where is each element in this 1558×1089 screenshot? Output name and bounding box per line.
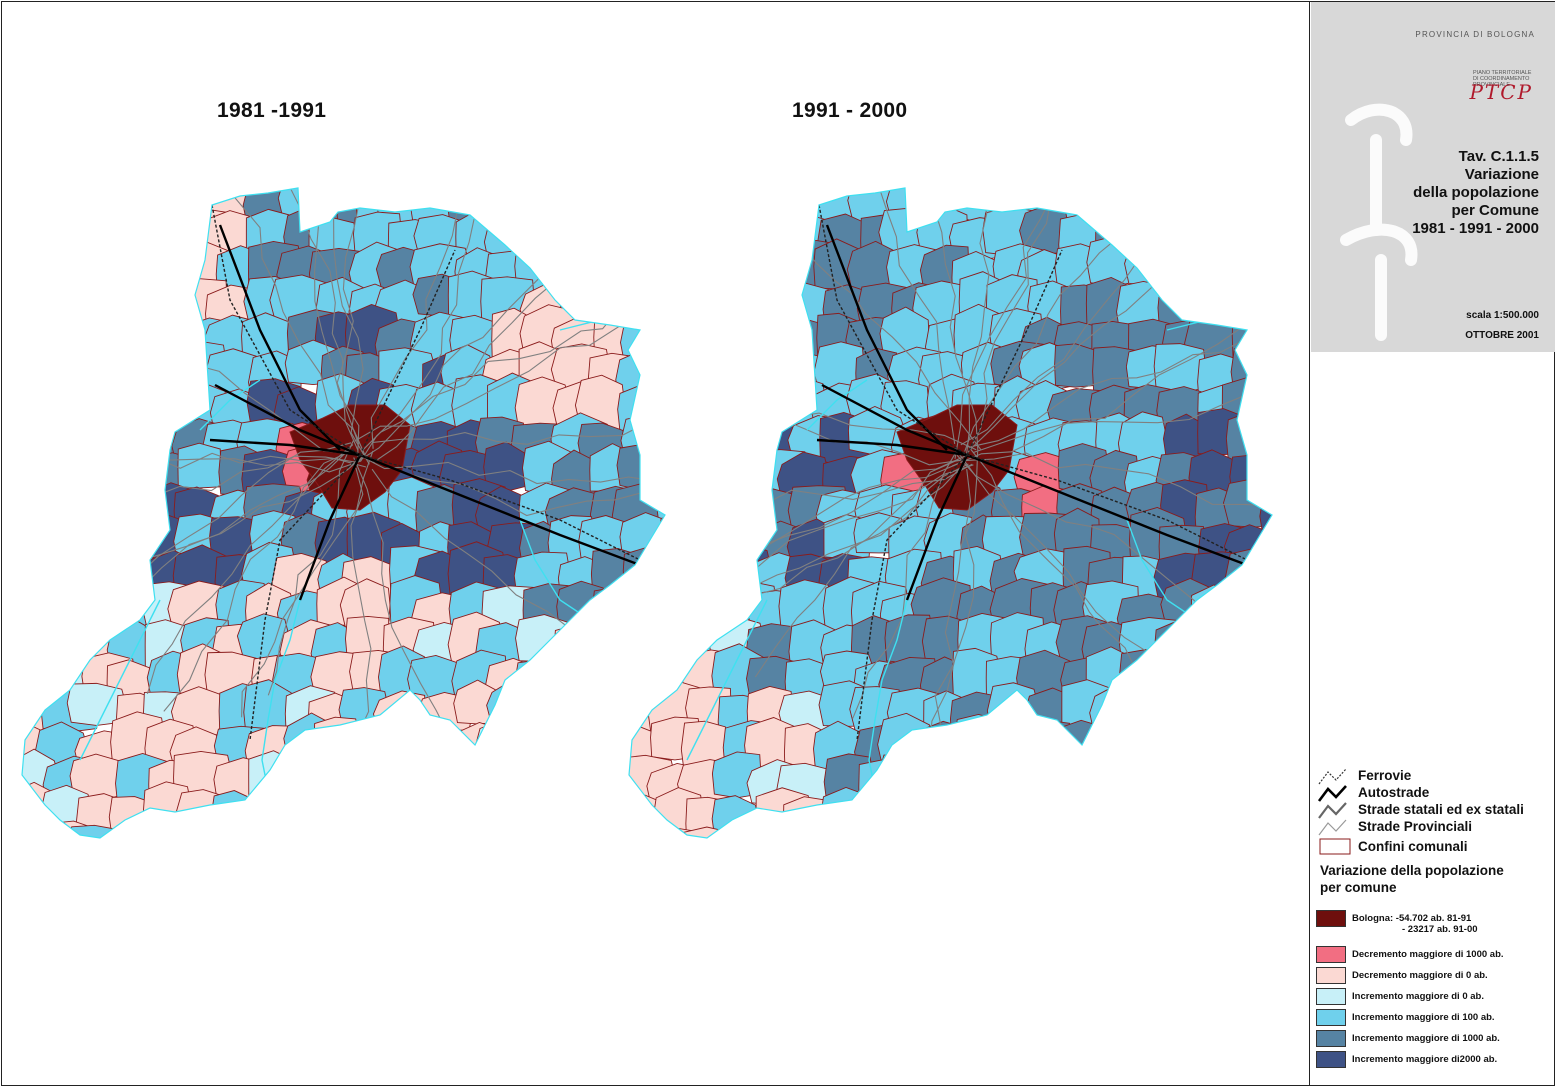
sheet-title-years: 1981 - 1991 - 2000 [1412, 220, 1539, 237]
sheet-title-line-2: della popolazione [1413, 184, 1539, 201]
plan-line-3: PROVINCIALE [1473, 82, 1510, 88]
sheet-title-line-3: per Comune [1451, 202, 1539, 219]
plan-line-1: PIANO TERRITORIALE [1473, 70, 1532, 76]
map-date: OTTOBRE 2001 [1465, 330, 1539, 341]
maps-canvas [1, 135, 1309, 891]
provincial-road-icon [1318, 819, 1347, 836]
title-block: PROVINCIA DI BOLOGNA PIANO TERRITORIALE … [1311, 2, 1555, 352]
class-swatch [1316, 910, 1346, 927]
plan-line-2: DI COORDINAMENTO [1473, 76, 1530, 82]
state-road-icon [1318, 802, 1347, 819]
railway-icon [1318, 768, 1347, 785]
legend-class-decrease-1000: Decremento maggiore di 1000 ab. [1316, 946, 1556, 966]
class-label: Decremento maggiore di 0 ab. [1352, 970, 1488, 981]
legend-motorway-label: Autostrade [1358, 785, 1430, 800]
province-name: PROVINCIA DI BOLOGNA [1415, 30, 1535, 39]
legend-motorway: Autostrade [1316, 783, 1556, 803]
legend-railway: Ferrovie [1316, 766, 1556, 786]
class-swatch [1316, 988, 1346, 1005]
motorway-icon [1317, 785, 1347, 802]
legend-boundary-label: Confini comunali [1358, 839, 1468, 854]
map-title-1991-2000: 1991 - 2000 [792, 99, 908, 122]
class-label-line-1: Bologna: -54.702 ab. 81-91 [1352, 913, 1472, 924]
sheet-title: Tav. C.1.1.5 Variazione della popolazion… [1412, 148, 1539, 238]
legend-class-increase-1000: Incremento maggiore di 1000 ab. [1316, 1030, 1556, 1050]
legend-class-increase-100: Incremento maggiore di 100 ab. [1316, 1009, 1556, 1029]
legend-heading-line-2: per comune [1320, 880, 1397, 895]
ptcp-watermark-logo [1340, 103, 1418, 341]
class-label: Bologna: -54.702 ab. 81-91 - 23217 ab. 9… [1352, 913, 1478, 935]
legend-provincial-road-label: Strade Provinciali [1358, 819, 1473, 834]
class-swatch [1316, 1051, 1346, 1068]
class-swatch [1316, 946, 1346, 963]
legend-heading-line-1: Variazione della popolazione [1320, 863, 1504, 878]
legend-provincial-road: Strade Provinciali [1316, 817, 1556, 837]
class-label: Decremento maggiore di 1000 ab. [1352, 949, 1504, 960]
class-label: Incremento maggiore di 0 ab. [1352, 991, 1484, 1002]
legend-heading: Variazione della popolazione per comune [1320, 862, 1550, 896]
class-swatch [1316, 1030, 1346, 1047]
map-1981-1991[interactable] [1, 135, 715, 891]
legend-state-road-label: Strade statali ed ex statali [1358, 802, 1524, 817]
legend-boundary: Confini comunali [1316, 837, 1556, 857]
class-swatch [1316, 967, 1346, 984]
map-title-1981-1991: 1981 -1991 [217, 99, 327, 122]
class-label: Incremento maggiore di2000 ab. [1352, 1054, 1498, 1065]
boundary-swatch [1319, 838, 1351, 855]
legend-class-increase-0: Incremento maggiore di 0 ab. [1316, 988, 1556, 1008]
class-swatch [1316, 1009, 1346, 1026]
map-1991-2000[interactable] [606, 142, 1309, 884]
legend-class-increase-2000: Incremento maggiore di2000 ab. [1316, 1051, 1556, 1071]
legend-class-decrease-0: Decremento maggiore di 0 ab. [1316, 967, 1556, 987]
class-label: Incremento maggiore di 100 ab. [1352, 1012, 1495, 1023]
map-scale: scala 1:500.000 [1466, 310, 1539, 321]
legend-class-bologna: Bologna: -54.702 ab. 81-91 - 23217 ab. 9… [1316, 910, 1556, 935]
legend-state-road: Strade statali ed ex statali [1316, 800, 1556, 820]
plan-name: PIANO TERRITORIALE DI COORDINAMENTO PROV… [1473, 70, 1535, 88]
sheet-number: Tav. C.1.1.5 [1458, 148, 1539, 165]
class-label: Incremento maggiore di 1000 ab. [1352, 1033, 1500, 1044]
ptcp-logo: PTCP [1469, 80, 1533, 104]
class-label-line-2: - 23217 ab. 91-00 [1402, 924, 1478, 935]
sidebar-divider [1309, 1, 1310, 1086]
legend-railway-label: Ferrovie [1358, 768, 1412, 783]
sheet-title-line-1: Variazione [1464, 166, 1539, 183]
